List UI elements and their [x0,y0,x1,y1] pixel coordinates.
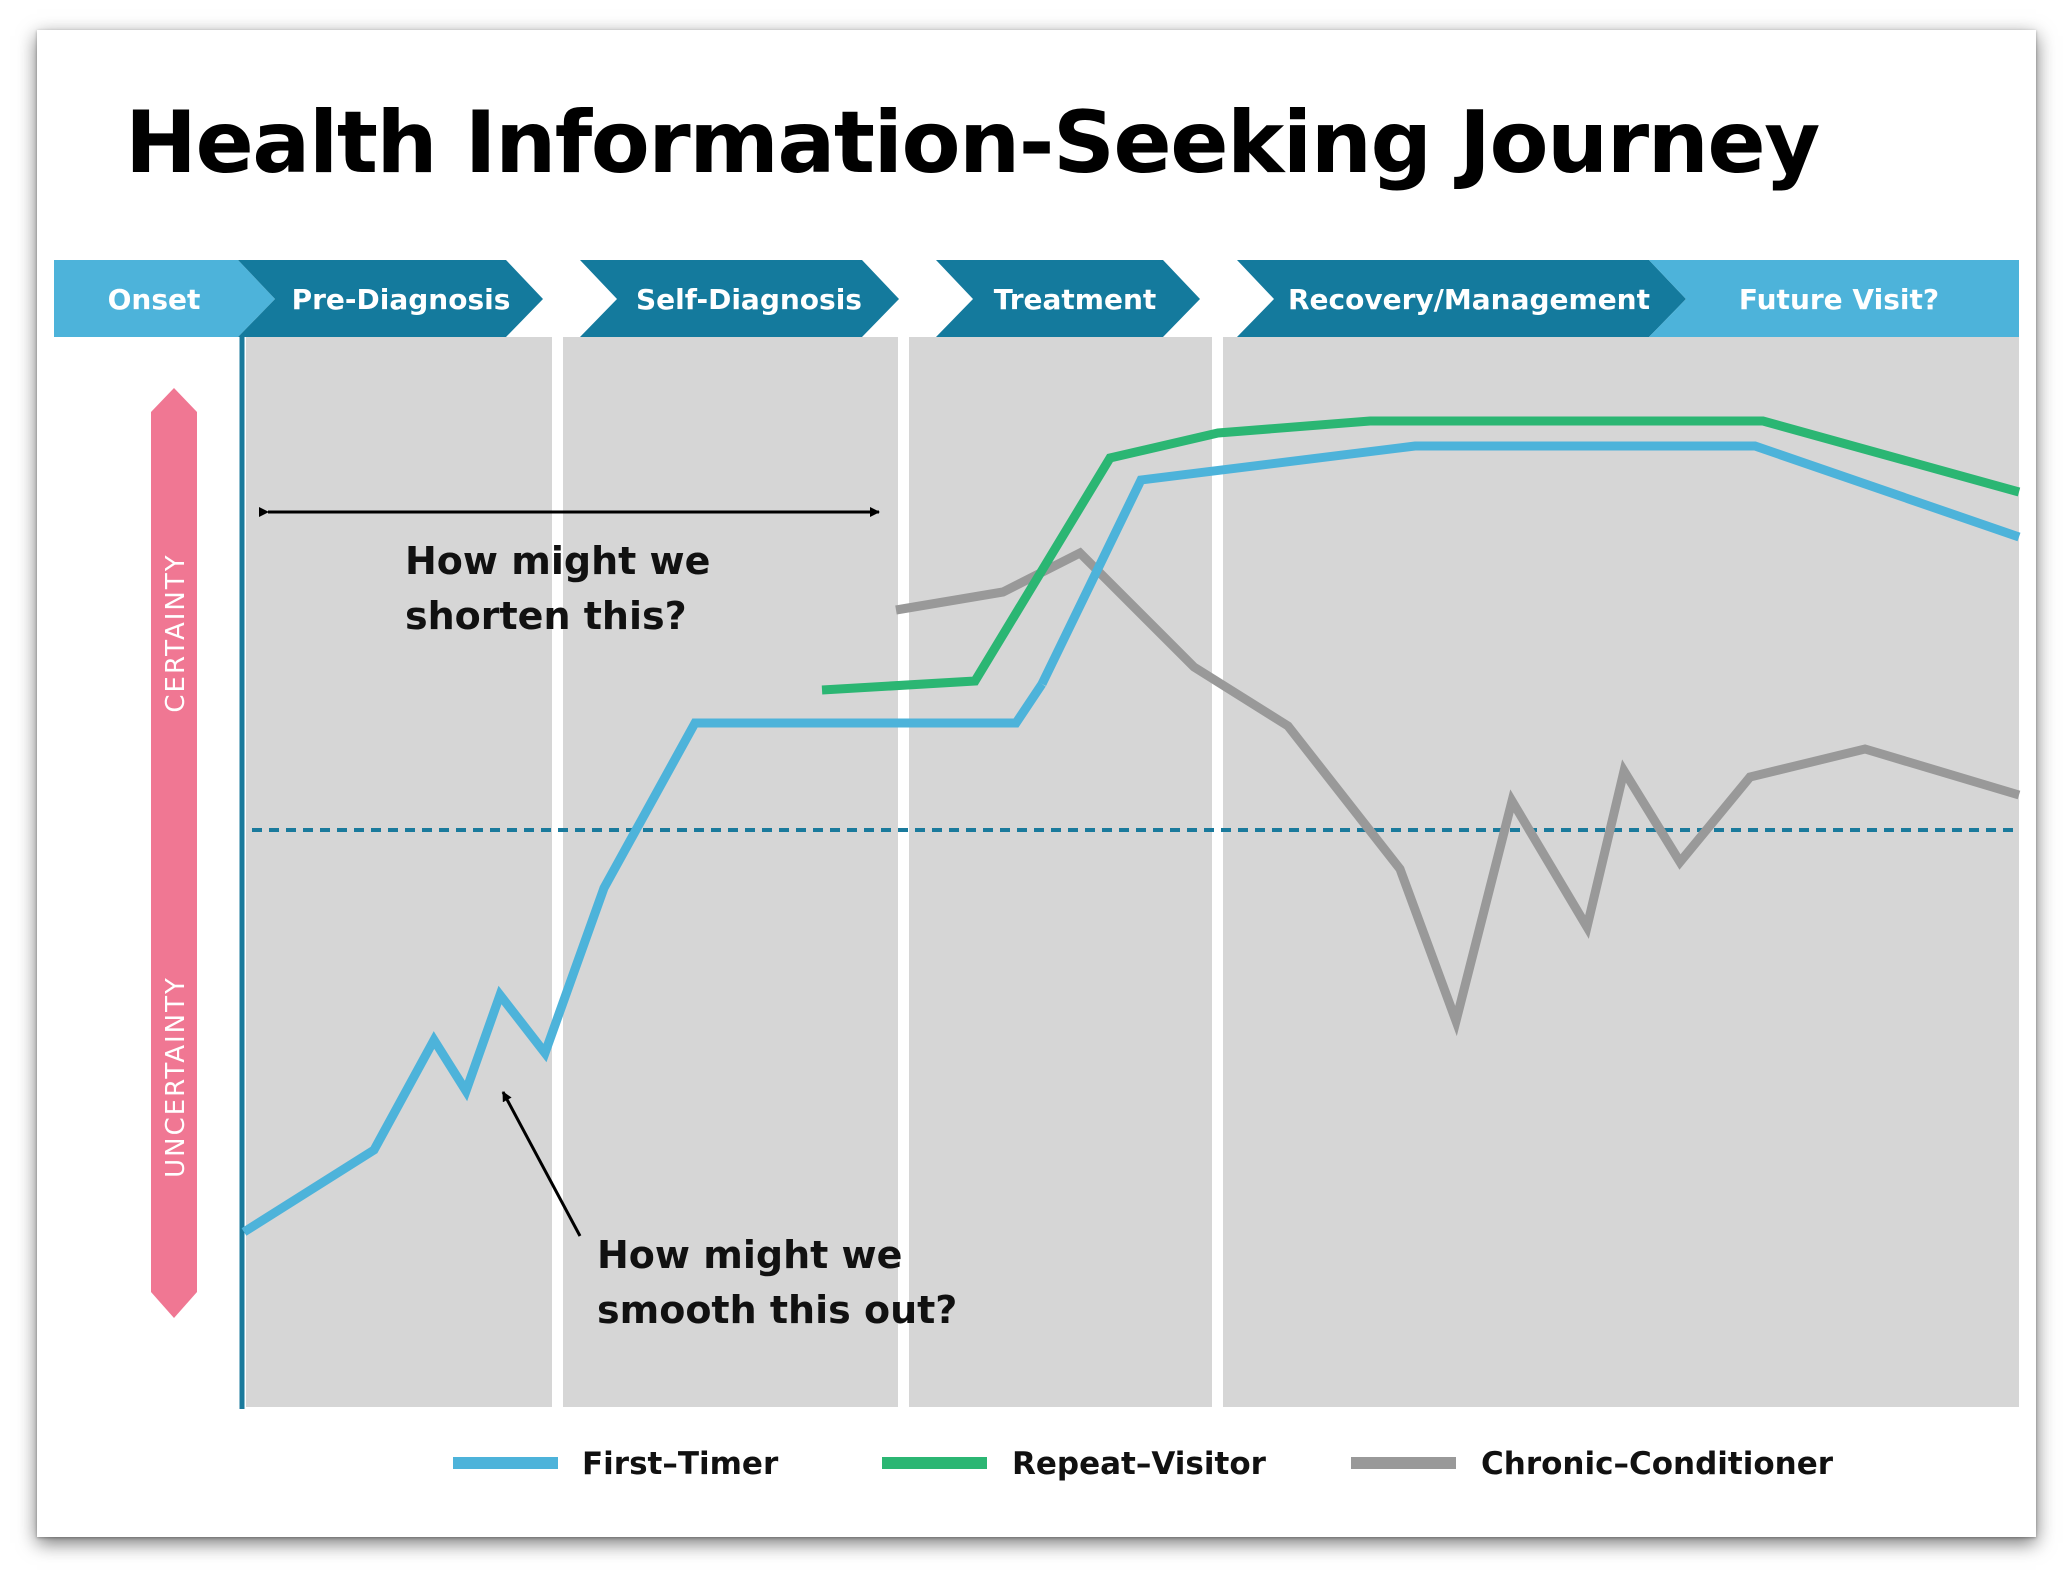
uncertainty-label: UNCERTAINTY [161,976,191,1178]
stage-label-pre-diagnosis: Pre-Diagnosis [292,283,511,316]
stage-label-future-visit: Future Visit? [1739,283,1939,316]
stage-label-treatment: Treatment [994,283,1157,316]
journey-lines [241,416,2021,1236]
shorten-callout: How might we shorten this? [405,539,724,638]
legend: First–Timer Repeat–Visitor Chronic–Condi… [453,1446,1834,1482]
panel-treatment [909,337,1212,1407]
stage-label-self-diagnosis: Self-Diagnosis [636,283,862,316]
line-repeat-visitor[interactable] [821,416,2021,695]
page-title: Health Information-Seeking Journey [125,93,1820,193]
annotation-shorten: How might we shorten this? [259,507,880,638]
certainty-label: CERTAINTY [161,553,191,712]
stage-recovery-management[interactable] [1237,260,1686,337]
smooth-callout-line-1: How might we [597,1233,902,1277]
certainty-scale: CERTAINTY UNCERTAINTY [151,388,197,1318]
legend-swatch-chronic-conditioner [1351,1457,1456,1469]
stage-onset[interactable] [54,260,275,337]
legend-swatch-repeat-visitor [882,1457,987,1469]
stage-label-recovery-management: Recovery/Management [1288,283,1650,316]
stage-band: Onset Pre-Diagnosis Self-Diagnosis Treat… [54,260,2019,337]
legend-swatch-first-timer [453,1457,558,1469]
smooth-callout-line-2: smooth this out? [597,1288,957,1332]
stage-label-onset: Onset [108,283,201,316]
legend-label-first-timer: First–Timer [582,1446,779,1482]
line-first-timer-continued[interactable] [1037,441,2021,686]
stage-treatment[interactable] [936,260,1200,337]
stage-self-diagnosis[interactable] [580,260,899,337]
certainty-arrow-bar [151,388,197,1318]
panel-pre-diagnosis [246,337,552,1407]
stage-pre-diagnosis[interactable] [238,260,543,337]
line-first-timer[interactable] [241,681,1046,1236]
shorten-callout-line-2: shorten this? [405,594,687,638]
legend-label-repeat-visitor: Repeat–Visitor [1012,1446,1267,1482]
smooth-callout: How might we smooth this out? [597,1233,957,1332]
panel-recovery-future [1223,337,2019,1407]
smooth-pointer-arrow [501,1091,582,1237]
annotation-smooth: How might we smooth this out? [501,1091,957,1332]
stage-future-visit[interactable] [1649,260,2019,337]
shorten-callout-line-1: How might we [405,539,710,583]
legend-label-chronic-conditioner: Chronic–Conditioner [1481,1446,1834,1482]
